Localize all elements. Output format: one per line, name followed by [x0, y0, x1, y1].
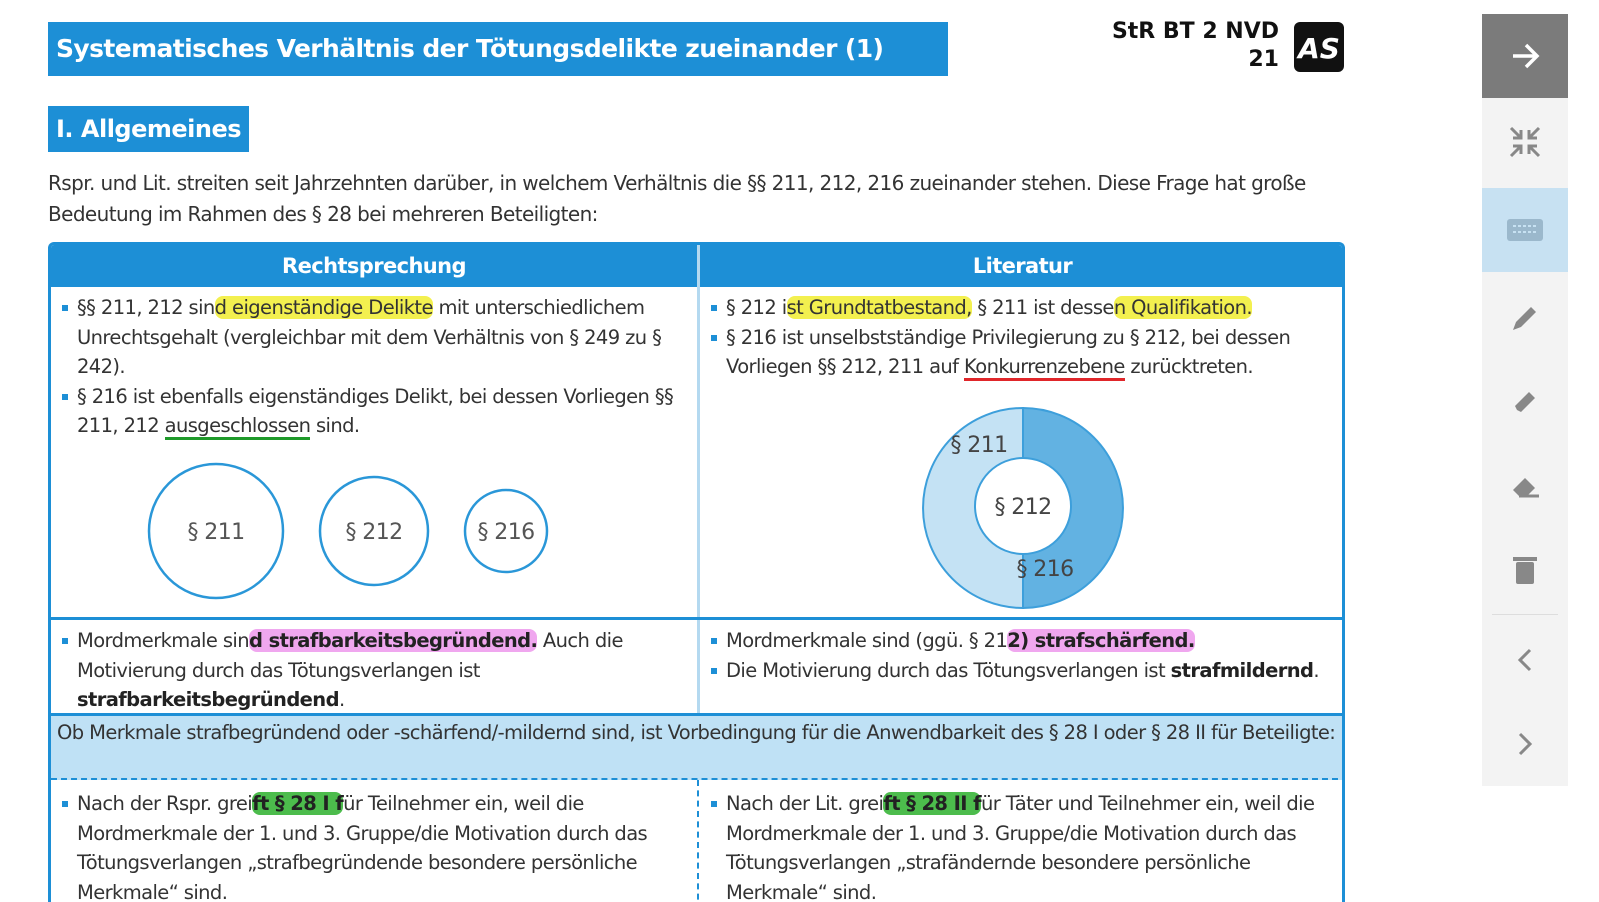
circle-label: § 212: [346, 520, 403, 545]
highlight: ft § 28 II f: [883, 792, 982, 815]
column-header: Literatur: [700, 245, 1342, 287]
section-title: I. Allgemeines: [48, 106, 250, 152]
highlight: ft § 28 I f: [252, 792, 344, 815]
column-header: Rechtsprechung: [51, 245, 697, 287]
next-button[interactable]: [1482, 14, 1568, 98]
keyboard-button[interactable]: [1482, 188, 1568, 272]
divider: [697, 245, 700, 715]
text: ür Täter und Teilnehmer ein, weil die Mo…: [726, 792, 1315, 902]
cell: Mordmerkmale sind strafbarkeitsbegründen…: [51, 620, 697, 715]
separator: [1492, 614, 1558, 615]
pen-button[interactable]: [1482, 276, 1568, 360]
text: Nach der Lit. grei: [726, 792, 884, 815]
text: § 211 ist desse: [971, 296, 1114, 319]
next-page-button[interactable]: [1482, 702, 1568, 786]
toolbar: [1482, 14, 1568, 786]
highlight: d eigenständige Delikte: [214, 296, 433, 319]
logo-text: AS: [1296, 32, 1340, 65]
cell: § 212 ist Grundtatbestand, § 211 ist des…: [700, 287, 1342, 382]
text: Mordmerkmale sind (ggü. § 21: [726, 629, 1008, 652]
text: mit unterschiedlichem Unrechtsgehalt (ve…: [77, 296, 662, 378]
page-number: 21: [1248, 47, 1279, 72]
text: Nach der Rspr. grei: [77, 792, 253, 815]
circle-label: § 216: [478, 520, 535, 545]
highlighter-button[interactable]: [1482, 360, 1568, 444]
donut-label: § 216: [1017, 557, 1074, 582]
bullet: Mordmerkmale sind strafbarkeitsbegründen…: [59, 626, 691, 715]
text: §§ 211, 212 sin: [77, 296, 215, 319]
page-title: Systematisches Verhältnis der Tötungsdel…: [48, 22, 948, 76]
highlight: 2) strafschärfend.: [1007, 629, 1195, 652]
cell: §§ 211, 212 sind eigenständige Delikte m…: [51, 287, 697, 441]
donut: § 211 § 212 § 216: [922, 406, 1124, 610]
doc-code: StR BT 2 NVD 21: [1112, 18, 1279, 74]
circles: § 211 § 212 § 216: [147, 462, 549, 600]
text: ür Teilnehmer ein, weil die Mordmerkmale…: [77, 792, 648, 902]
text: § 216 ist ebenfalls eigenständiges Delik…: [77, 384, 674, 438]
text: Auch die Motivierung durch das Tötungsve…: [77, 629, 624, 682]
underline: Konkurrenzebene: [964, 355, 1125, 381]
bullet: § 212 ist Grundtatbestand, § 211 ist des…: [708, 293, 1339, 323]
donut-label: § 211: [951, 433, 1008, 458]
logo: AS: [1294, 22, 1344, 72]
intro: Rspr. und Lit. streiten seit Jahrzehnten…: [48, 171, 1306, 226]
highlight: n Qualifikation.: [1113, 296, 1253, 319]
highlight: d strafbarkeitsbegründend.: [249, 629, 538, 652]
code: StR BT 2 NVD: [1111, 19, 1279, 44]
donut-label: § 212: [995, 495, 1052, 520]
eraser-button[interactable]: [1482, 444, 1568, 528]
underline: ausgeschlossen: [164, 414, 311, 440]
previous-page-button[interactable]: [1482, 618, 1568, 702]
text: Die Motivierung durch das Tötungsverlang…: [726, 658, 1171, 682]
cell: Nach der Rspr. greift § 28 I für Teilneh…: [51, 783, 697, 902]
bullet: §§ 211, 212 sind eigenständige Delikte m…: [59, 293, 691, 382]
text: .: [1313, 658, 1319, 682]
text: zurücktreten.: [1124, 355, 1254, 378]
cell: Nach der Lit. greift § 28 II für Täter u…: [700, 783, 1342, 902]
text: .: [338, 688, 345, 711]
bullet: Mordmerkmale sind (ggü. § 212) strafschä…: [708, 626, 1339, 656]
table: Rechtsprechung Literatur Ob Merkmale str…: [48, 242, 1345, 902]
delete-button[interactable]: [1482, 528, 1568, 612]
text: § 216 ist unselbstständige Privilegierun…: [726, 325, 1291, 379]
text: sind.: [310, 414, 360, 437]
cell: Mordmerkmale sind (ggü. § 212) strafschä…: [700, 620, 1342, 686]
collapse-button[interactable]: [1482, 100, 1568, 184]
bullet: § 216 ist ebenfalls eigenständiges Delik…: [59, 382, 691, 441]
bullet: § 216 ist unselbstständige Privilegierun…: [708, 323, 1339, 382]
bullet: Nach der Lit. greift § 28 II für Täter u…: [708, 789, 1339, 902]
circle-label: § 211: [188, 520, 245, 545]
highlight: st Grundtatbestand,: [786, 296, 972, 319]
row-line: [51, 617, 1342, 620]
bullet: Nach der Rspr. greift § 28 I für Teilneh…: [59, 789, 691, 902]
bold: strafbarkeitsbegründend: [77, 688, 340, 711]
text: Mordmerkmale sin: [77, 629, 250, 652]
note: Ob Merkmale strafbegründend oder -schärf…: [51, 713, 1342, 780]
divider: [697, 780, 699, 902]
text: § 212 i: [726, 296, 787, 319]
bold: strafmildernd: [1170, 658, 1314, 682]
bullet: Die Motivierung durch das Tötungsverlang…: [708, 656, 1339, 686]
